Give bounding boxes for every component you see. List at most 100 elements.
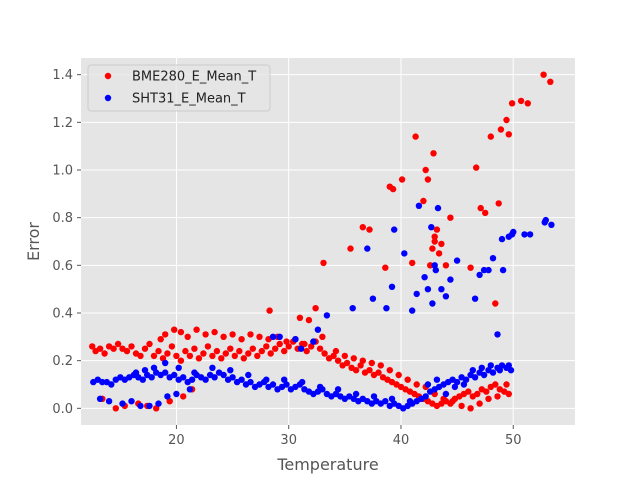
data-point (99, 378, 106, 386)
data-point (503, 381, 510, 388)
data-point (442, 262, 450, 269)
data-point (269, 333, 277, 340)
data-point (497, 126, 505, 133)
data-point (330, 352, 337, 360)
data-point (517, 97, 525, 105)
data-point (389, 185, 397, 193)
data-point (220, 371, 227, 379)
data-point (157, 336, 164, 343)
data-point (364, 245, 371, 252)
data-point (383, 305, 390, 312)
data-point (430, 150, 437, 157)
data-point (332, 347, 340, 355)
data-point (314, 326, 322, 333)
data-point (413, 381, 420, 388)
data-point (483, 388, 490, 395)
data-point (494, 331, 501, 338)
data-point (186, 386, 194, 393)
data-point (148, 374, 155, 381)
data-point (316, 383, 324, 391)
data-point (542, 216, 549, 224)
legend: BME280_E_Mean_T SHT31_E_Mean_T (87, 64, 271, 112)
legend-marker-bme280 (104, 72, 112, 80)
data-point (429, 300, 436, 307)
data-point (177, 357, 185, 364)
data-point (540, 71, 547, 78)
data-point (204, 343, 212, 350)
data-point (238, 376, 245, 383)
data-point (442, 390, 450, 398)
data-point (462, 376, 470, 383)
data-point (482, 209, 489, 217)
data-point (211, 374, 218, 381)
data-point (422, 393, 429, 400)
data-point (352, 367, 360, 374)
data-point (285, 343, 292, 350)
data-point (200, 350, 207, 357)
data-point (218, 355, 225, 362)
data-point (164, 393, 171, 400)
data-point (489, 369, 497, 376)
data-point (366, 367, 373, 374)
data-point (453, 378, 461, 386)
data-point (449, 398, 456, 405)
data-point (132, 369, 140, 376)
data-point (182, 347, 189, 355)
data-point (173, 352, 180, 360)
data-point (498, 235, 506, 243)
data-point (368, 359, 375, 367)
data-point (238, 336, 245, 343)
data-point (245, 350, 252, 357)
data-point (114, 340, 122, 348)
data-point (409, 259, 416, 267)
data-point (96, 345, 104, 352)
data-point (435, 250, 443, 257)
x-tick-label: 30 (280, 433, 297, 448)
data-point (505, 390, 512, 398)
data-point (447, 214, 454, 221)
data-point (477, 204, 484, 212)
data-point (281, 376, 288, 383)
data-point (467, 264, 474, 271)
data-point (382, 264, 389, 271)
y-tick-label: 1.0 (52, 164, 73, 179)
data-point (229, 331, 236, 338)
data-point (245, 371, 252, 379)
data-point (283, 338, 290, 345)
data-point (352, 390, 360, 398)
data-point (150, 364, 158, 371)
data-point (415, 202, 423, 209)
data-point (303, 347, 310, 355)
data-point (195, 355, 203, 362)
data-point (186, 352, 194, 360)
data-point (112, 405, 120, 412)
data-point (471, 374, 479, 381)
data-point (222, 350, 229, 357)
data-point (123, 347, 131, 355)
data-point (320, 259, 327, 267)
data-point (305, 316, 313, 324)
data-point (191, 345, 198, 352)
data-point (447, 276, 454, 283)
data-point (460, 381, 468, 388)
data-point (341, 352, 348, 360)
series-sht31 (90, 202, 555, 412)
data-point (432, 266, 439, 274)
data-point (370, 393, 378, 400)
data-point (171, 371, 178, 379)
data-point (526, 231, 534, 238)
data-point (119, 400, 126, 407)
data-point (202, 376, 209, 383)
data-point (105, 398, 113, 405)
data-point (254, 352, 261, 360)
y-tick-label: 0.6 (52, 259, 73, 274)
axis-ticks: 20 30 40 50 0.0 0.2 0.4 0.6 0.8 1.0 1.2 1.4 (52, 68, 521, 448)
data-point (349, 305, 356, 312)
data-point (146, 402, 153, 410)
data-point (388, 395, 396, 402)
data-point (503, 116, 510, 124)
data-point (438, 240, 445, 248)
data-point (431, 238, 438, 245)
data-point (424, 176, 432, 183)
data-point (505, 362, 512, 369)
